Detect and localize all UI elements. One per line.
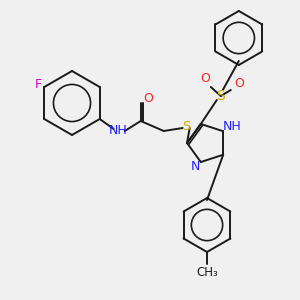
Text: O: O [200, 73, 210, 85]
Text: CH₃: CH₃ [196, 266, 218, 278]
Text: O: O [234, 77, 244, 91]
Text: NH: NH [223, 120, 242, 133]
Text: N: N [191, 160, 200, 172]
Text: NH: NH [108, 124, 127, 137]
Text: F: F [35, 77, 42, 91]
Text: O: O [143, 92, 153, 104]
Text: S: S [216, 89, 225, 103]
Text: S: S [182, 119, 191, 133]
